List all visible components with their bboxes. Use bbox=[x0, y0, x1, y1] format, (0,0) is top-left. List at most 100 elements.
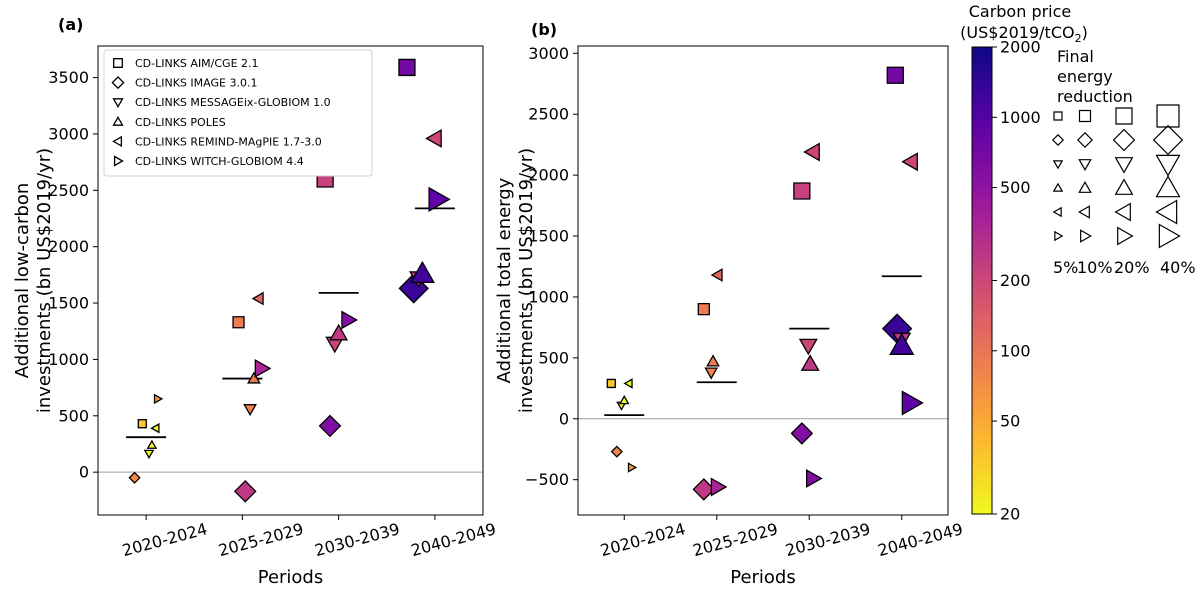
point-cd-links-poles-2020-2024 bbox=[618, 394, 630, 405]
size-legend-title-line: reduction bbox=[1057, 87, 1133, 106]
point-cd-links-poles-2030-2039 bbox=[329, 323, 349, 341]
y-tick-label: 0 bbox=[559, 409, 569, 428]
point-cd-links-witch-globiom-4-4-2025-2029 bbox=[710, 477, 728, 497]
y-tick-label: 1500 bbox=[48, 294, 89, 313]
point-cd-links-remind-magpie-1-7-3-0-2030-2039 bbox=[803, 142, 820, 162]
legend-marker-square bbox=[113, 58, 123, 68]
panel-label: (b) bbox=[531, 20, 557, 39]
size-legend-triangle-left-20 bbox=[1114, 202, 1131, 222]
y-axis-label: Additional total energyinvestments (bn U… bbox=[494, 148, 537, 413]
x-tick-label-2025-2029: 2025-2029 bbox=[691, 519, 780, 560]
carbon-price-colorbar: 20 50 100 200 500 1000 2000 Carbon price (US$201… bbox=[960, 2, 1088, 524]
y-tick-label: 1000 bbox=[48, 350, 89, 369]
point-cd-links-image-3-0-1-2020-2024 bbox=[128, 471, 141, 484]
size-legend-label-40pct: 40% bbox=[1160, 258, 1196, 277]
legend-label-cd-links-messageix-globiom-1-0: CD-LINKS MESSAGEix-GLOBIOM 1.0 bbox=[135, 96, 331, 109]
size-legend-triangle-right-20 bbox=[1117, 226, 1134, 246]
point-cd-links-witch-globiom-4-4-2040-2049 bbox=[901, 390, 924, 416]
plot-frame bbox=[97, 45, 484, 516]
y-tick-label: 1000 bbox=[528, 287, 569, 306]
y-tick-label: 0 bbox=[79, 463, 89, 482]
colorbar-tick-label-1000: 1000 bbox=[1000, 108, 1041, 127]
point-cd-links-image-3-0-1-2020-2024 bbox=[610, 445, 623, 458]
legend-marker-triangle-right bbox=[113, 155, 124, 167]
colorbar-title-line2: (US$2019/tCO2) bbox=[960, 23, 1088, 45]
point-cd-links-aim-cge-2-1-2030-2039 bbox=[793, 182, 811, 200]
size-legend-title-line: energy bbox=[1057, 67, 1113, 86]
size-legend-triangle-down-5 bbox=[1052, 160, 1064, 170]
legend-box bbox=[103, 49, 373, 177]
point-cd-links-aim-cge-2-1-2020-2024 bbox=[137, 419, 147, 429]
panel-b-chart: −500 0 500 1000 1500 2000 2500 3000 2020-2024 202… bbox=[494, 20, 965, 588]
legend-marker-triangle-up bbox=[112, 115, 124, 126]
y-axis-label-line2: investments (bn US$2019/yr) bbox=[516, 148, 537, 413]
y-tick-label: 2500 bbox=[528, 105, 569, 124]
colorbar-title-line1: Carbon price bbox=[969, 2, 1072, 21]
y-axis-label-line2: investments (bn US$2019/yr) bbox=[34, 148, 55, 413]
size-legend-triangle-left-5 bbox=[1052, 206, 1062, 218]
legend-label-cd-links-remind-magpie-1-7-3-0: CD-LINKS REMIND-MAgPIE 1.7-3.0 bbox=[135, 135, 322, 148]
legend-label-cd-links-poles: CD-LINKS POLES bbox=[135, 116, 226, 129]
point-cd-links-messageix-globiom-1-0-2020-2024 bbox=[143, 449, 155, 460]
point-cd-links-remind-magpie-1-7-3-0-2020-2024 bbox=[623, 378, 633, 389]
size-legend-diamond-20 bbox=[1112, 128, 1136, 152]
point-cd-links-witch-globiom-4-4-2030-2039 bbox=[341, 310, 358, 330]
legend-label-cd-links-aim-cge-2-1: CD-LINKS AIM/CGE 2.1 bbox=[135, 57, 259, 70]
point-cd-links-poles-2025-2029 bbox=[706, 354, 720, 367]
y-axis-label-line1: Additional low-carbon bbox=[12, 183, 33, 379]
colorbar-tick-label-20: 20 bbox=[1000, 505, 1020, 524]
point-cd-links-witch-globiom-4-4-2020-2024 bbox=[153, 393, 164, 405]
colorbar-tick-label-50: 50 bbox=[1000, 412, 1020, 431]
size-legend-diamond-10 bbox=[1077, 132, 1093, 148]
x-tick-label-2025-2029: 2025-2029 bbox=[216, 519, 305, 560]
y-axis-label: Additional low-carboninvestments (bn US$… bbox=[12, 148, 55, 413]
point-cd-links-image-3-0-1-2030-2039 bbox=[318, 414, 342, 438]
point-cd-links-image-3-0-1-2025-2029 bbox=[233, 480, 257, 503]
size-legend-triangle-up-20 bbox=[1114, 178, 1134, 195]
point-cd-links-remind-magpie-1-7-3-0-2040-2049 bbox=[901, 152, 918, 172]
colorbar-tick-label-100: 100 bbox=[1000, 341, 1031, 360]
legend-label-cd-links-witch-globiom-4-4: CD-LINKS WITCH-GLOBIOM 4.4 bbox=[135, 155, 304, 168]
point-cd-links-poles-2040-2049 bbox=[409, 260, 435, 284]
x-tick-label-2030-2039: 2030-2039 bbox=[783, 519, 872, 560]
y-tick-label: 3500 bbox=[48, 68, 89, 87]
size-legend-triangle-up-40 bbox=[1155, 175, 1181, 198]
size-legend-square-10 bbox=[1078, 109, 1092, 123]
point-cd-links-witch-globiom-4-4-2025-2029 bbox=[254, 358, 272, 378]
x-tick-label-2030-2039: 2030-2039 bbox=[313, 519, 402, 560]
y-tick-label: 1500 bbox=[528, 227, 569, 246]
panel-a-chart: 0 500 1000 1500 2000 2500 3000 3500 2020-2024 202… bbox=[12, 15, 498, 588]
y-axis-label-line1: Additional total energy bbox=[494, 177, 515, 383]
point-cd-links-witch-globiom-4-4-2020-2024 bbox=[627, 462, 638, 473]
y-tick-label: 2500 bbox=[48, 181, 89, 200]
point-cd-links-poles-2025-2029 bbox=[247, 371, 261, 384]
panel-label: (a) bbox=[58, 15, 83, 34]
point-cd-links-witch-globiom-4-4-2040-2049 bbox=[428, 186, 451, 212]
y-tick-label: 2000 bbox=[48, 237, 89, 256]
size-legend-triangle-right-40 bbox=[1158, 223, 1181, 249]
point-cd-links-poles-2020-2024 bbox=[146, 439, 158, 449]
legend-label-cd-links-image-3-0-1: CD-LINKS IMAGE 3.0.1 bbox=[135, 77, 257, 90]
model-legend: CD-LINKS AIM/CGE 2.1 CD-LINKS IMAGE 3.0.1… bbox=[103, 49, 373, 177]
size-legend-triangle-up-10 bbox=[1078, 181, 1092, 193]
point-cd-links-messageix-globiom-1-0-2025-2029 bbox=[704, 367, 719, 380]
point-cd-links-aim-cge-2-1-2025-2029 bbox=[697, 302, 710, 316]
colorbar-tick-label-200: 200 bbox=[1000, 271, 1031, 290]
point-cd-links-remind-magpie-1-7-3-0-2020-2024 bbox=[150, 422, 160, 434]
size-legend-square-40 bbox=[1156, 104, 1180, 128]
x-tick-label-2020-2024: 2020-2024 bbox=[598, 519, 687, 560]
x-axis-label: Periods bbox=[258, 567, 324, 588]
point-cd-links-messageix-globiom-1-0-2030-2039 bbox=[798, 338, 818, 356]
point-cd-links-aim-cge-2-1-2040-2049 bbox=[886, 66, 904, 84]
colorbar-title-suffix: ) bbox=[1082, 23, 1088, 42]
point-cd-links-remind-magpie-1-7-3-0-2040-2049 bbox=[425, 128, 442, 148]
legend-marker-diamond bbox=[111, 76, 125, 90]
x-tick-label-2020-2024: 2020-2024 bbox=[120, 519, 209, 560]
size-legend-triangle-right-10 bbox=[1080, 229, 1092, 243]
y-tick-label: −500 bbox=[525, 470, 569, 489]
size-legend-triangle-left-40 bbox=[1155, 199, 1178, 225]
colorbar-tick-label-500: 500 bbox=[1000, 178, 1031, 197]
size-legend-triangle-right-5 bbox=[1054, 230, 1064, 242]
size-legend-title-line: Final bbox=[1057, 47, 1094, 66]
y-tick-label: 2000 bbox=[528, 166, 569, 185]
